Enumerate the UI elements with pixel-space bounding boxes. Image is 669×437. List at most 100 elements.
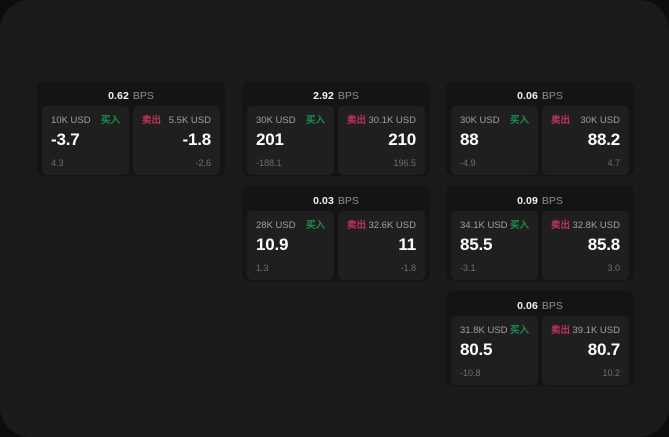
ask-delta: 196.5 [393, 158, 416, 168]
bid-panel-top: 30K USD 买入 [256, 114, 325, 127]
bid-delta: -10.8 [460, 368, 481, 378]
bid-panel-top: 30K USD 买入 [460, 114, 529, 127]
ask-size-label: 32.6K USD [368, 220, 416, 231]
sell-side-label: 卖出 [551, 325, 571, 336]
bps-value: 0.09 [517, 194, 538, 207]
ask-size-label: 32.8K USD [572, 220, 620, 231]
bps-value: 2.92 [313, 89, 334, 102]
quote-card[interactable]: 0.06 BPS 31.8K USD 买入 80.5 -10.8 卖出 39.1K USD 80… [446, 291, 634, 386]
bid-size-label: 10K USD [51, 115, 91, 126]
ask-size-label: 5.5K USD [168, 115, 211, 126]
ask-delta: 10.2 [602, 368, 620, 378]
bid-delta: -4.9 [460, 158, 476, 168]
bid-panel[interactable]: 30K USD 买入 201 -188.1 [247, 106, 334, 175]
buy-side-label: 买入 [509, 115, 529, 126]
bid-delta: -3.1 [460, 263, 476, 273]
card-header: 0.03 BPS [247, 191, 425, 211]
bps-unit-label: BPS [541, 89, 563, 102]
ask-price: 85.8 [587, 235, 620, 254]
bid-price: 88 [460, 130, 479, 149]
ask-panel[interactable]: 卖出 5.5K USD -1.8 -2.6 [133, 106, 220, 175]
bps-unit-label: BPS [541, 194, 563, 207]
bid-price: 10.9 [256, 235, 289, 254]
ask-panel[interactable]: 卖出 39.1K USD 80.7 10.2 [542, 316, 629, 385]
sell-side-label: 卖出 [551, 115, 571, 126]
quote-card[interactable]: 0.62 BPS 10K USD 买入 -3.7 4.3 卖出 5.5K USD -1.8 -2.… [37, 81, 225, 176]
ask-panel-top: 卖出 30K USD [551, 114, 620, 127]
bps-value: 0.03 [313, 194, 334, 207]
bps-value: 0.06 [517, 89, 538, 102]
ask-delta: -2.6 [195, 158, 211, 168]
buy-side-label: 买入 [509, 325, 529, 336]
bps-unit-label: BPS [132, 89, 154, 102]
ask-panel-top: 卖出 30.1K USD [347, 114, 416, 127]
bid-panel[interactable]: 34.1K USD 买入 85.5 -3.1 [451, 211, 538, 280]
bps-unit-label: BPS [337, 89, 359, 102]
bid-size-label: 30K USD [256, 115, 296, 126]
quote-card[interactable]: 0.09 BPS 34.1K USD 买入 85.5 -3.1 卖出 32.8K USD 85.… [446, 186, 634, 281]
card-panels: 31.8K USD 买入 80.5 -10.8 卖出 39.1K USD 80.7 10.2 [451, 316, 629, 385]
sell-side-label: 卖出 [347, 115, 367, 126]
sell-side-label: 卖出 [551, 220, 571, 231]
bid-price: 201 [256, 130, 284, 149]
ask-delta: 3.0 [607, 263, 620, 273]
ask-panel[interactable]: 卖出 30.1K USD 210 196.5 [338, 106, 425, 175]
bid-panel-top: 31.8K USD 买入 [460, 324, 529, 337]
card-panels: 10K USD 买入 -3.7 4.3 卖出 5.5K USD -1.8 -2.6 [42, 106, 220, 175]
bid-size-label: 31.8K USD [460, 325, 508, 336]
bps-unit-label: BPS [337, 194, 359, 207]
card-panels: 28K USD 买入 10.9 1.3 卖出 32.6K USD 11 -1.8 [247, 211, 425, 280]
ask-panel-top: 卖出 39.1K USD [551, 324, 620, 337]
bid-panel-top: 34.1K USD 买入 [460, 219, 529, 232]
bid-panel[interactable]: 28K USD 买入 10.9 1.3 [247, 211, 334, 280]
card-header: 0.09 BPS [451, 191, 629, 211]
bid-size-label: 30K USD [460, 115, 500, 126]
bid-panel[interactable]: 10K USD 买入 -3.7 4.3 [42, 106, 129, 175]
ask-price: 80.7 [587, 340, 620, 359]
ask-size-label: 39.1K USD [572, 325, 620, 336]
bid-price: 85.5 [460, 235, 493, 254]
buy-side-label: 买入 [509, 220, 529, 231]
bid-panel-top: 10K USD 买入 [51, 114, 120, 127]
ask-price: 88.2 [587, 130, 620, 149]
ask-price: -1.8 [182, 130, 212, 149]
bid-delta: 4.3 [51, 158, 64, 168]
bid-delta: 1.3 [256, 263, 269, 273]
ask-panel-top: 卖出 32.8K USD [551, 219, 620, 232]
bps-value: 0.06 [517, 299, 538, 312]
card-panels: 34.1K USD 买入 85.5 -3.1 卖出 32.8K USD 85.8 3.0 [451, 211, 629, 280]
bid-delta: -188.1 [256, 158, 282, 168]
buy-side-label: 买入 [305, 220, 325, 231]
sell-side-label: 卖出 [142, 115, 162, 126]
buy-side-label: 买入 [305, 115, 325, 126]
ask-panel[interactable]: 卖出 30K USD 88.2 4.7 [542, 106, 629, 175]
ask-price: 11 [398, 235, 416, 254]
bps-unit-label: BPS [541, 299, 563, 312]
card-header: 0.06 BPS [451, 296, 629, 316]
bid-size-label: 28K USD [256, 220, 296, 231]
bps-value: 0.62 [108, 89, 129, 102]
quote-card[interactable]: 2.92 BPS 30K USD 买入 201 -188.1 卖出 30.1K USD 210 1… [242, 81, 430, 176]
bid-price: 80.5 [460, 340, 493, 359]
bid-panel[interactable]: 31.8K USD 买入 80.5 -10.8 [451, 316, 538, 385]
bid-panel[interactable]: 30K USD 买入 88 -4.9 [451, 106, 538, 175]
card-panels: 30K USD 买入 88 -4.9 卖出 30K USD 88.2 4.7 [451, 106, 629, 175]
ask-panel-top: 卖出 5.5K USD [142, 114, 211, 127]
quote-card[interactable]: 0.03 BPS 28K USD 买入 10.9 1.3 卖出 32.6K USD 11 -1.8 [242, 186, 430, 281]
card-panels: 30K USD 买入 201 -188.1 卖出 30.1K USD 210 196.5 [247, 106, 425, 175]
ask-size-label: 30K USD [580, 115, 620, 126]
ask-delta: 4.7 [607, 158, 620, 168]
sell-side-label: 卖出 [347, 220, 367, 231]
bid-size-label: 34.1K USD [460, 220, 508, 231]
ask-panel-top: 卖出 32.6K USD [347, 219, 416, 232]
buy-side-label: 买入 [100, 115, 120, 126]
ask-panel[interactable]: 卖出 32.6K USD 11 -1.8 [338, 211, 425, 280]
ask-panel[interactable]: 卖出 32.8K USD 85.8 3.0 [542, 211, 629, 280]
ask-size-label: 30.1K USD [368, 115, 416, 126]
card-header: 0.62 BPS [42, 86, 220, 106]
bid-price: -3.7 [51, 130, 80, 149]
quote-card[interactable]: 0.06 BPS 30K USD 买入 88 -4.9 卖出 30K USD 88.2 4.7 [446, 81, 634, 176]
bid-panel-top: 28K USD 买入 [256, 219, 325, 232]
